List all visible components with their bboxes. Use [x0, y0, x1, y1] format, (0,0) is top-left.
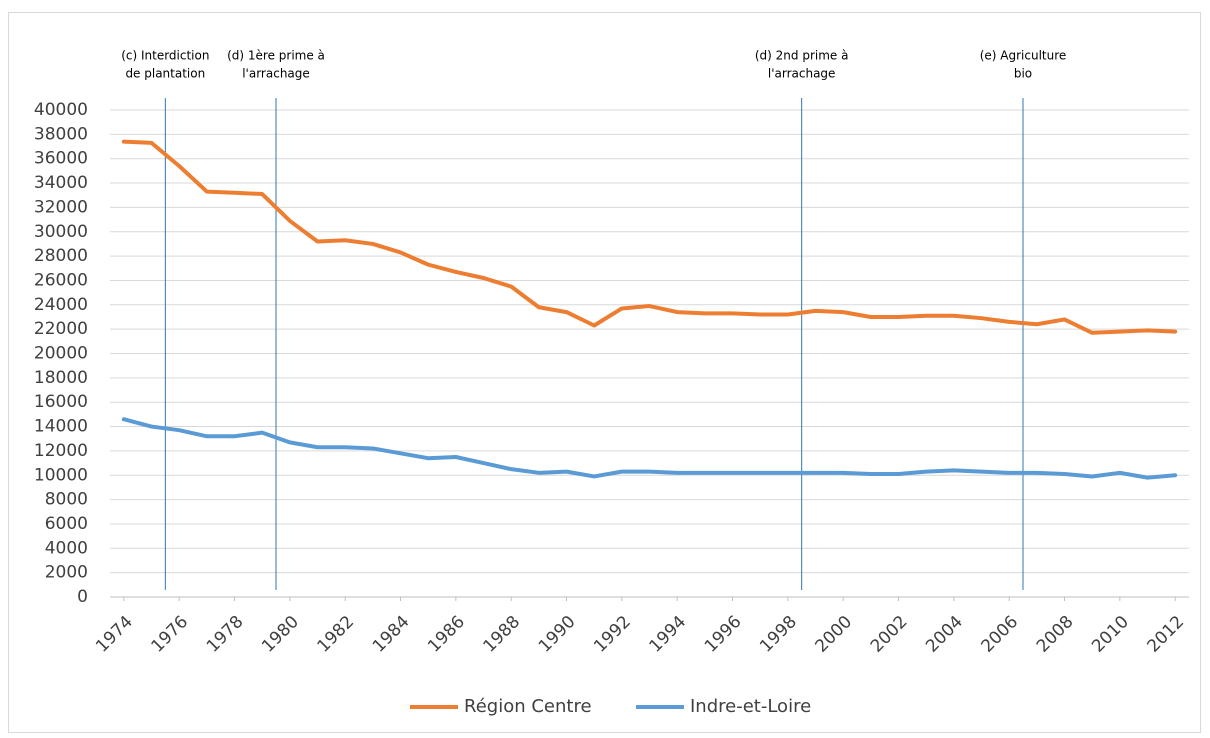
y-tick-label: 2000	[45, 563, 88, 583]
y-tick-label: 32000	[34, 197, 88, 217]
y-tick-label: 38000	[34, 124, 88, 144]
annotation-text: bio	[1014, 67, 1032, 81]
y-tick-label: 4000	[45, 538, 88, 558]
y-tick-label: 26000	[34, 270, 88, 290]
y-tick-label: 40000	[34, 100, 88, 120]
series-line	[121, 417, 1178, 480]
legend-label: Indre-et-Loire	[690, 696, 811, 717]
y-tick-label: 24000	[34, 295, 88, 315]
annotation-text: l'arrachage	[242, 67, 310, 81]
y-tick-label: 6000	[45, 514, 88, 534]
y-tick-label: 12000	[34, 441, 88, 461]
y-tick-label: 20000	[34, 344, 88, 364]
y-tick-label: 16000	[34, 392, 88, 412]
series-line	[121, 139, 1178, 335]
y-tick-label: 14000	[34, 417, 88, 437]
annotation-text: (c) Interdiction	[121, 49, 209, 63]
annotation-text: (d) 1ère prime à	[227, 49, 325, 63]
y-tick-label: 36000	[34, 149, 88, 169]
annotation-text: l'arrachage	[768, 67, 836, 81]
y-tick-label: 34000	[34, 173, 88, 193]
annotation-text: (d) 2nd prime à	[755, 49, 849, 63]
annotation-text: de plantation	[125, 67, 205, 81]
y-tick-label: 22000	[34, 319, 88, 339]
y-tick-label: 18000	[34, 368, 88, 388]
y-tick-label: 10000	[34, 465, 88, 485]
y-tick-label: 30000	[34, 222, 88, 242]
y-tick-label: 0	[77, 587, 88, 607]
chart-border	[8, 12, 1201, 733]
annotation-text: (e) Agriculture	[980, 49, 1067, 63]
y-tick-label: 8000	[45, 490, 88, 510]
y-tick-label: 28000	[34, 246, 88, 266]
legend-label: Région Centre	[464, 696, 592, 717]
